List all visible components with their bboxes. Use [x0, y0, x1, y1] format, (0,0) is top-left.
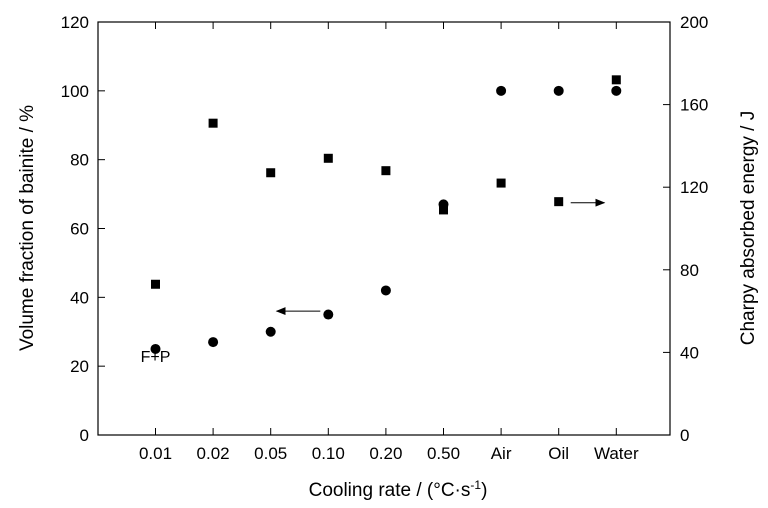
x-tick-label: Water [594, 444, 639, 463]
x-tick-label: 0.20 [369, 444, 402, 463]
right-tick-label: 200 [680, 13, 708, 32]
left-tick-label: 40 [70, 288, 89, 307]
left-tick-label: 20 [70, 357, 89, 376]
data-point-charpy [208, 118, 218, 128]
data-point-bainite [611, 85, 622, 96]
x-tick-label: 0.50 [427, 444, 460, 463]
right-tick-label: 160 [680, 96, 708, 115]
axes-ticks [98, 21, 670, 436]
x-tick-label: 0.01 [139, 444, 172, 463]
left-tick-label: 60 [70, 220, 89, 239]
left-tick-label: 0 [80, 426, 89, 445]
x-tick-label: 0.02 [197, 444, 230, 463]
data-point-bainite [150, 343, 161, 354]
x-tick-label: 0.05 [254, 444, 287, 463]
left-tick-label: 100 [61, 82, 89, 101]
data-marks [150, 75, 622, 354]
data-point-charpy [151, 279, 160, 289]
data-point-bainite [265, 326, 276, 337]
data-point-charpy [323, 153, 333, 163]
x-tick-label: Air [491, 444, 512, 463]
x-tick-label: Oil [548, 444, 569, 463]
chart-texts: 0 20 40 60 80 100 120 0 40 80 120 160 200 0.01 0.02 0.0… [61, 13, 709, 463]
data-point-charpy [439, 205, 448, 215]
right-tick-label: 80 [680, 261, 699, 280]
y-axis-label-left: Volume fraction of bainite / % [17, 105, 38, 351]
plot-frame [97, 21, 671, 436]
data-point-charpy [496, 178, 506, 188]
right-tick-label: 40 [680, 343, 699, 362]
data-point-bainite [380, 285, 391, 296]
annotation-label: F+P [141, 349, 171, 366]
data-point-charpy [266, 168, 276, 178]
data-point-charpy [381, 166, 391, 176]
x-tick-label: 0.10 [312, 444, 345, 463]
x-axis-label: Cooling rate / (°C·s-1) [309, 478, 488, 501]
y-axis-label-right: Charpy absorbed energy / J [738, 111, 759, 345]
right-tick-label: 120 [680, 178, 708, 197]
data-point-bainite [208, 337, 219, 348]
data-point-bainite [323, 309, 334, 320]
right-tick-label: 0 [680, 426, 689, 445]
data-point-bainite [553, 85, 564, 96]
data-point-bainite [496, 85, 507, 96]
data-point-charpy [611, 75, 621, 85]
left-tick-label: 120 [61, 13, 89, 32]
left-tick-label: 80 [70, 151, 89, 170]
data-point-charpy [554, 197, 564, 207]
